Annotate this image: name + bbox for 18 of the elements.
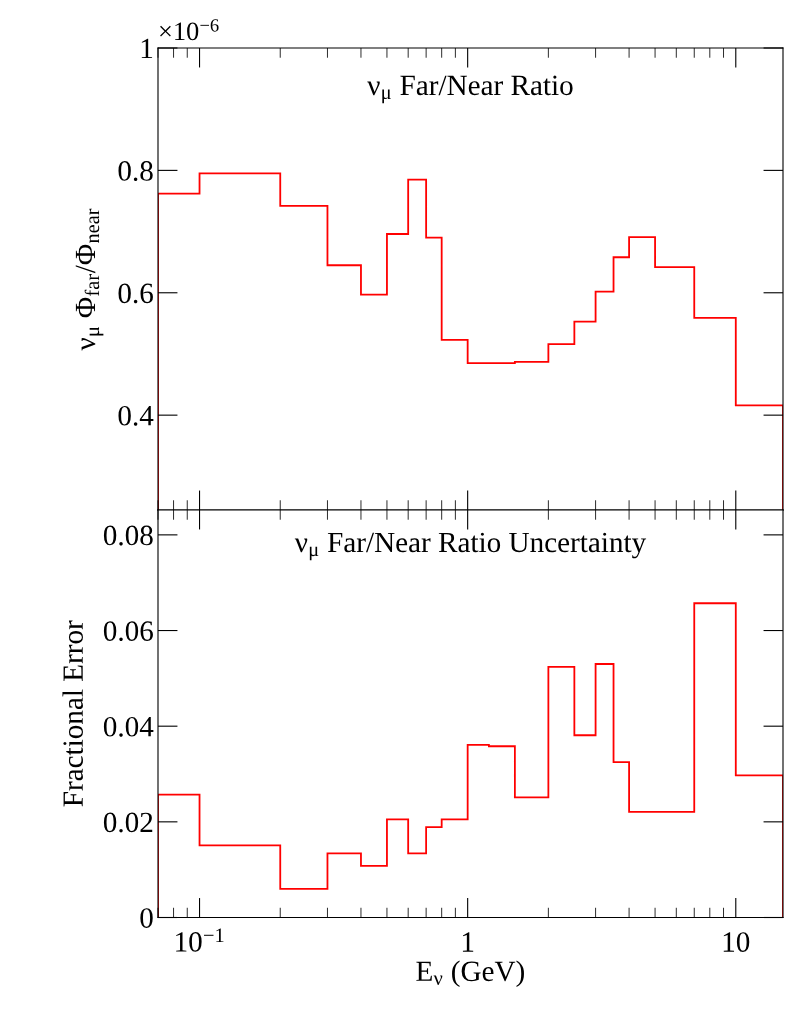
y-tick-label: 0.4 bbox=[118, 405, 154, 426]
y-tick-label: 0.8 bbox=[118, 161, 153, 181]
y-tick-label: 0.02 bbox=[103, 812, 153, 833]
y-axis-title: ν$_{μ}$ Φ$_{far}$/Φ$_{near}$ bbox=[75, 208, 104, 351]
text: ν$_{μ}$ Far/Near Ratio bbox=[367, 75, 573, 104]
y-tick-label: 0.06 bbox=[103, 621, 153, 642]
y-tick-label: 0.6 bbox=[118, 283, 153, 304]
x-tick-label: 10$^{−1}$ bbox=[176, 928, 224, 952]
y-tick-label: 1 bbox=[141, 38, 153, 59]
y-tick-label: 0.04 bbox=[103, 716, 154, 737]
x-tick-label: 10 bbox=[723, 932, 750, 952]
x-axis-title: E$_{ν}$ (GeV) bbox=[416, 960, 524, 988]
y-axis-title: Fractional Error bbox=[62, 620, 83, 807]
text: ν$_{μ}$ Far/Near Ratio Uncertainty bbox=[294, 532, 647, 561]
y-tick-label: 0 bbox=[140, 908, 153, 928]
y-tick-label: 0.08 bbox=[103, 525, 153, 546]
text: ×10$^{−6}$ bbox=[160, 19, 219, 41]
x-tick-label: 1 bbox=[462, 932, 474, 952]
